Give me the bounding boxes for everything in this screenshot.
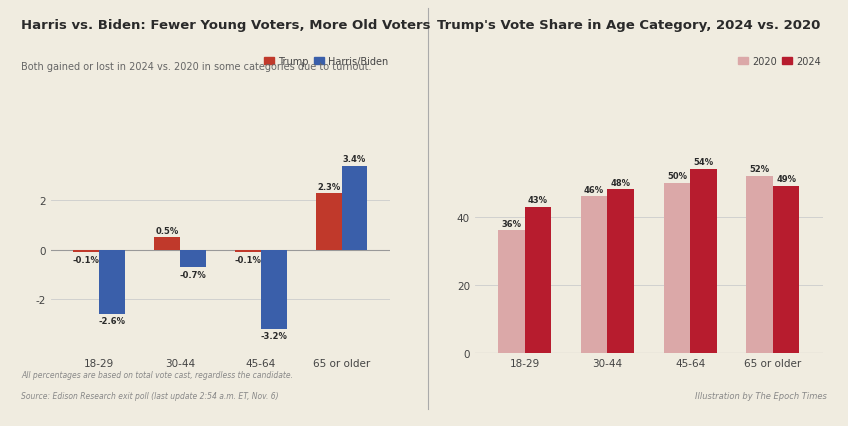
- Bar: [773, 187, 800, 354]
- Bar: [746, 176, 773, 354]
- Text: 49%: 49%: [776, 175, 796, 184]
- Text: -0.1%: -0.1%: [73, 255, 100, 264]
- Text: -3.2%: -3.2%: [260, 331, 287, 340]
- Text: -0.1%: -0.1%: [235, 255, 261, 264]
- Text: 52%: 52%: [750, 165, 770, 174]
- Text: 46%: 46%: [584, 185, 604, 194]
- Text: 43%: 43%: [527, 196, 548, 204]
- Text: 0.5%: 0.5%: [155, 227, 179, 236]
- Bar: [664, 183, 690, 354]
- Bar: [342, 167, 367, 250]
- Text: Trump's Vote Share in Age Category, 2024 vs. 2020: Trump's Vote Share in Age Category, 2024…: [437, 19, 820, 32]
- Text: 54%: 54%: [694, 158, 713, 167]
- Text: Harris vs. Biden: Fewer Young Voters, More Old Voters: Harris vs. Biden: Fewer Young Voters, Mo…: [21, 19, 431, 32]
- Text: -2.6%: -2.6%: [98, 317, 126, 325]
- Legend: 2020, 2024: 2020, 2024: [734, 53, 824, 70]
- Bar: [690, 170, 717, 354]
- Bar: [261, 250, 287, 329]
- Bar: [498, 231, 525, 354]
- Bar: [235, 250, 261, 253]
- Bar: [581, 197, 607, 354]
- Legend: Trump, Harris/Biden: Trump, Harris/Biden: [260, 53, 392, 70]
- Bar: [525, 207, 551, 354]
- Text: 36%: 36%: [501, 219, 522, 228]
- Text: 3.4%: 3.4%: [343, 155, 366, 164]
- Text: Source: Edison Research exit poll (last update 2:54 a.m. ET, Nov. 6): Source: Edison Research exit poll (last …: [21, 391, 279, 400]
- Bar: [315, 193, 342, 250]
- Bar: [180, 250, 206, 268]
- Text: Both gained or lost in 2024 vs. 2020 in some categories due to turnout.: Both gained or lost in 2024 vs. 2020 in …: [21, 62, 371, 72]
- Text: 50%: 50%: [667, 172, 687, 181]
- Text: 2.3%: 2.3%: [317, 182, 340, 191]
- Text: 48%: 48%: [611, 178, 631, 187]
- Text: Illustration by The Epoch Times: Illustration by The Epoch Times: [695, 391, 827, 400]
- Text: All percentages are based on total vote cast, regardless the candidate.: All percentages are based on total vote …: [21, 370, 293, 379]
- Bar: [99, 250, 126, 314]
- Bar: [74, 250, 99, 253]
- Text: -0.7%: -0.7%: [180, 270, 206, 279]
- Bar: [607, 190, 633, 354]
- Bar: [154, 238, 180, 250]
